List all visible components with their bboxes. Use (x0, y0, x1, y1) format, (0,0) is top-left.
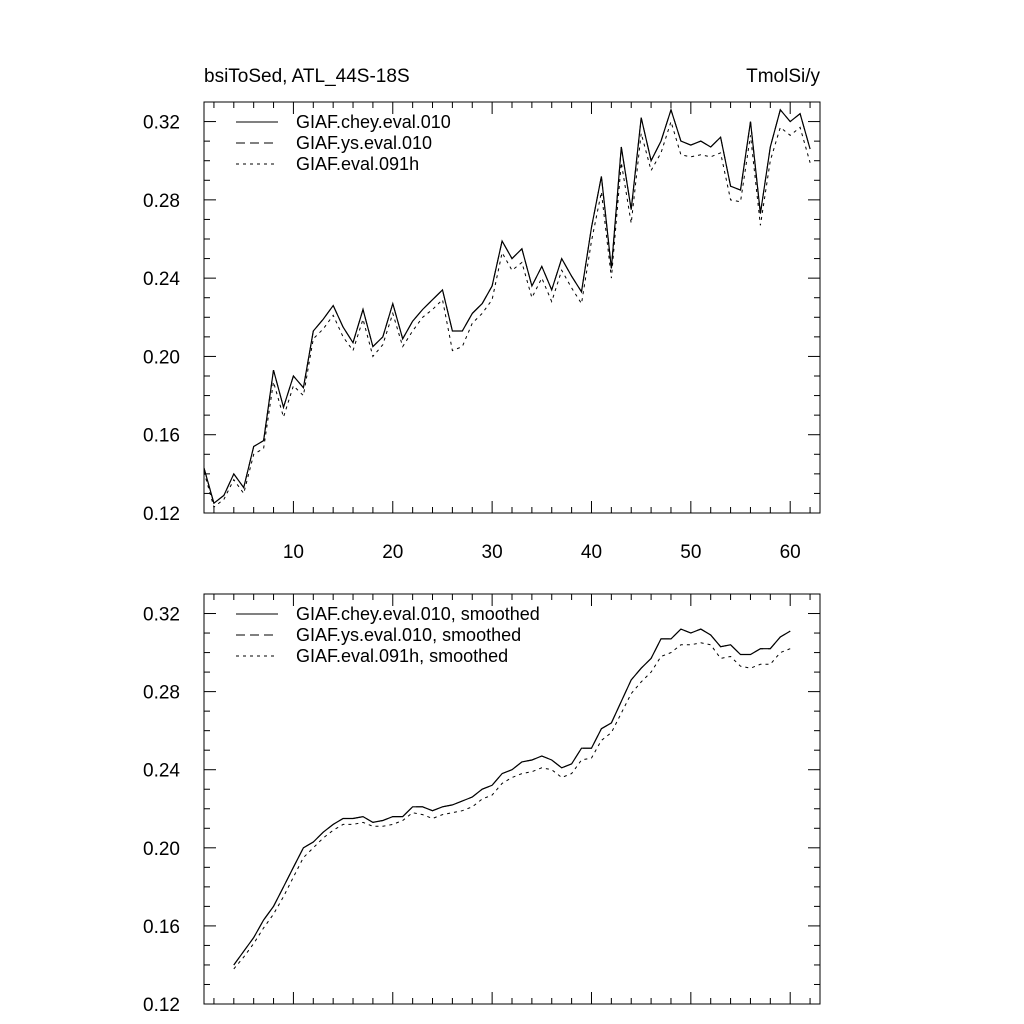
y-tick-label: 0.16 (143, 917, 180, 938)
series-line-1 (233, 628, 791, 966)
series-line-1 (203, 107, 811, 505)
y-tick-label: 0.16 (143, 426, 180, 447)
x-tick-label: 10 (283, 542, 304, 563)
x-tick-label: 30 (482, 542, 503, 563)
legend-label-2: GIAF.ys.eval.010, smoothed (296, 625, 521, 645)
y-tick-label: 0.20 (143, 839, 180, 860)
legend-label-3: GIAF.eval.091h (296, 154, 419, 174)
y-tick-label: 0.20 (143, 347, 180, 368)
units-label: TmolSi/y (746, 66, 820, 87)
y-tick-label: 0.12 (143, 504, 180, 525)
chart-title: bsiToSed, ATL_44S-18S (204, 66, 410, 87)
y-tick-label: 0.28 (143, 191, 180, 212)
legend-label-1: GIAF.chey.eval.010, smoothed (296, 604, 540, 624)
bottom-panel: 0.12 0.16 0.20 0.24 0.28 0.32 GIAF.chey.eval.0… (143, 593, 821, 1016)
top-panel: 0.12 0.16 0.20 0.24 0.28 0.32 10 20 30 40 50 60 GIAF… (143, 101, 821, 563)
x-tick-label: 60 (780, 542, 801, 563)
y-tick-label: 0.32 (143, 113, 180, 134)
x-tick-label: 20 (382, 542, 403, 563)
x-tick-label: 50 (680, 542, 701, 563)
y-tick-label: 0.32 (143, 605, 180, 626)
legend-label-3: GIAF.eval.091h, smoothed (296, 646, 508, 666)
series-line-2 (203, 108, 811, 505)
y-tick-label: 0.28 (143, 683, 180, 704)
y-tick-label: 0.24 (143, 761, 180, 782)
series-line-3 (233, 642, 791, 970)
legend-label-2: GIAF.ys.eval.010 (296, 133, 432, 153)
y-tick-label: 0.12 (143, 995, 180, 1016)
series-line-2 (233, 628, 791, 966)
y-tick-label: 0.24 (143, 269, 180, 290)
x-tick-label: 40 (581, 542, 602, 563)
series-line-3 (203, 119, 811, 508)
legend-label-1: GIAF.chey.eval.010 (296, 112, 451, 132)
